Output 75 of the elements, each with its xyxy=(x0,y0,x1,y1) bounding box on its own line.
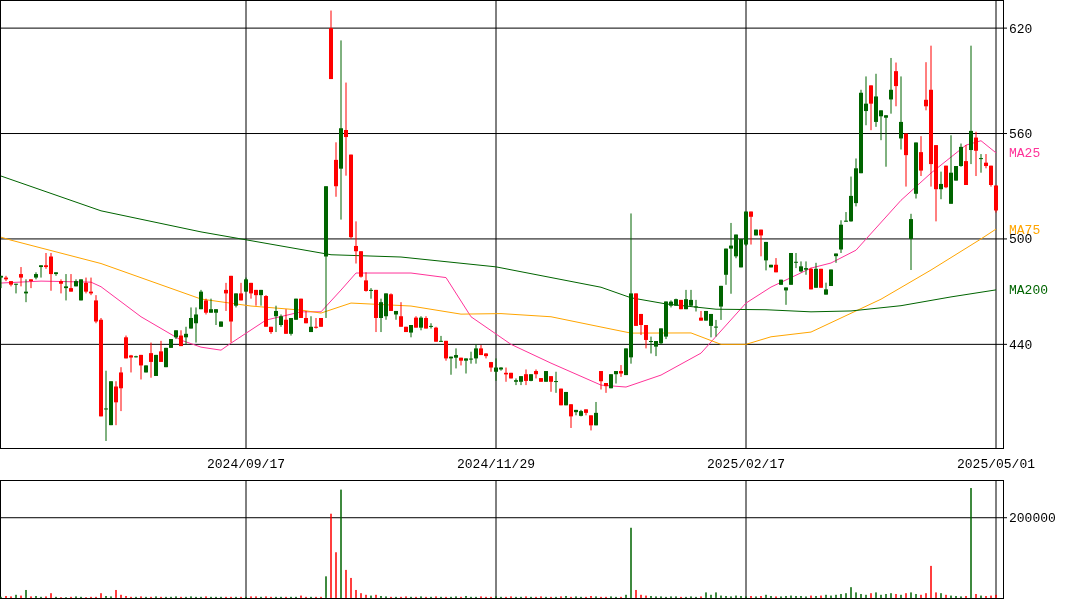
candlestick xyxy=(919,135,923,177)
y-tick-label: 500 xyxy=(1009,232,1033,248)
candlestick xyxy=(814,262,818,289)
candlestick xyxy=(979,153,983,174)
candlestick xyxy=(599,370,603,390)
candlestick xyxy=(869,84,873,131)
candlestick xyxy=(699,310,703,322)
candlestick xyxy=(554,371,558,394)
candlestick xyxy=(604,382,608,394)
candlestick xyxy=(714,319,718,338)
candlestick xyxy=(974,131,978,177)
candlestick xyxy=(304,310,308,324)
candlestick xyxy=(344,82,348,177)
candlestick xyxy=(619,364,623,378)
candlestick xyxy=(274,305,278,333)
candlestick xyxy=(764,241,768,271)
candlestick xyxy=(284,308,288,335)
candlestick xyxy=(939,171,943,200)
candlestick xyxy=(239,282,243,301)
candlestick xyxy=(969,45,973,165)
candlestick xyxy=(534,368,538,379)
x-tick-label: 2024/09/17 xyxy=(206,457,286,472)
candlestick xyxy=(644,324,648,349)
candlestick xyxy=(964,144,968,186)
y-tick-label: 200000 xyxy=(1009,511,1056,527)
candlestick xyxy=(354,220,358,265)
candlestick xyxy=(474,343,478,365)
candlestick xyxy=(549,375,553,393)
candlestick xyxy=(59,278,63,294)
candlestick xyxy=(39,264,43,279)
candlestick xyxy=(459,357,463,366)
candlestick xyxy=(139,354,143,380)
candlestick xyxy=(64,273,68,301)
candlestick xyxy=(569,403,573,429)
candlestick xyxy=(364,271,368,293)
candlestick xyxy=(149,342,153,379)
candlestick xyxy=(69,273,73,293)
candlestick xyxy=(19,266,23,287)
candlestick xyxy=(784,286,788,306)
candlestick xyxy=(134,355,138,359)
series-label: MA25 xyxy=(1009,146,1041,162)
candlestick xyxy=(894,62,898,107)
candlestick xyxy=(369,287,373,300)
candlestick xyxy=(399,301,403,328)
candlestick xyxy=(429,322,433,330)
candlestick xyxy=(909,213,913,271)
candlestick xyxy=(54,271,58,277)
candlestick xyxy=(824,282,828,296)
candlestick xyxy=(844,211,848,223)
candlestick xyxy=(889,57,893,115)
candlestick xyxy=(614,370,618,385)
candlestick xyxy=(439,335,443,343)
candlestick xyxy=(14,283,18,294)
y-tick-label: 620 xyxy=(1009,21,1033,37)
y-tick-label: 440 xyxy=(1009,337,1033,353)
x-tick-label: 2025/05/01 xyxy=(956,457,1036,472)
line-series xyxy=(0,140,997,388)
series-label: MA200 xyxy=(1009,283,1049,299)
candlestick xyxy=(524,368,528,386)
candlestick xyxy=(904,133,908,188)
candlestick xyxy=(984,153,988,169)
y-tick-label: 560 xyxy=(1009,127,1033,143)
candlestick xyxy=(309,315,313,333)
candlestick xyxy=(29,278,33,289)
x-tick-label: 2024/11/29 xyxy=(456,457,536,472)
line-series xyxy=(0,228,997,345)
candlestick xyxy=(159,340,163,363)
candlestick xyxy=(259,289,263,307)
candlestick xyxy=(749,211,753,246)
candlestick xyxy=(899,75,903,151)
candlestick xyxy=(774,257,778,273)
x-tick-label: 2025/02/17 xyxy=(706,457,786,472)
candlestick xyxy=(314,317,318,330)
candlestick xyxy=(959,143,963,168)
candlestick xyxy=(0,275,3,289)
